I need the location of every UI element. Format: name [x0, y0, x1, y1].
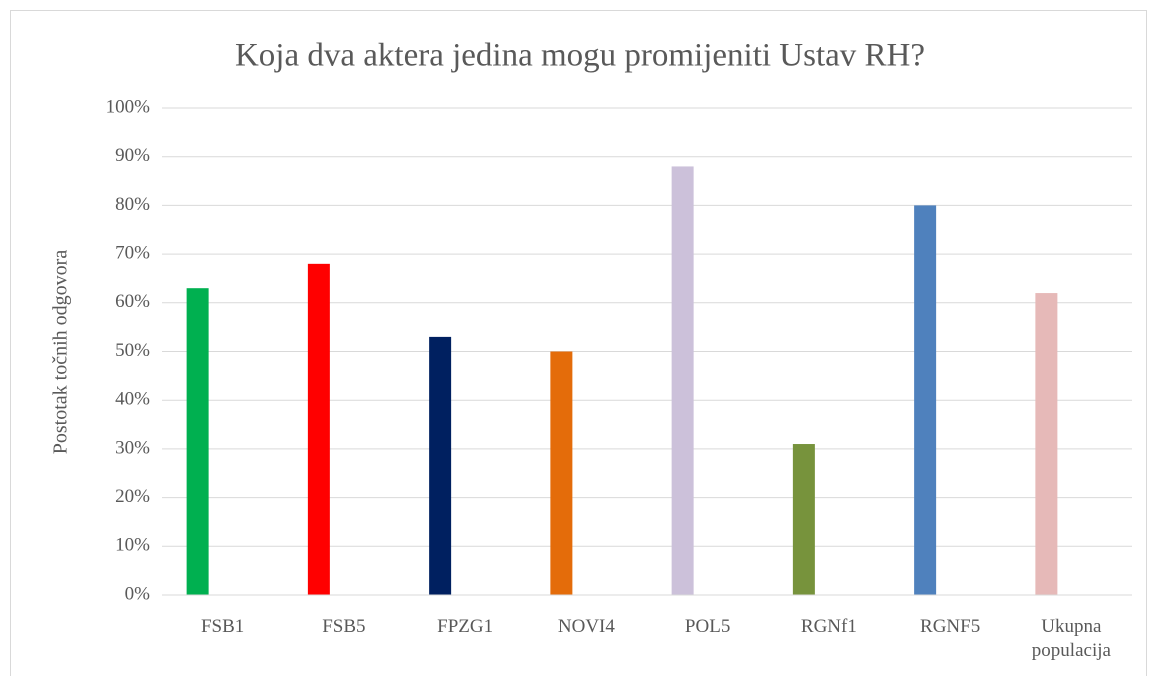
y-axis-label: Postotak točnih odgovora	[50, 250, 72, 455]
x-tick-label: Ukupna populacija	[1031, 616, 1111, 661]
y-tick-label: 100%	[106, 96, 151, 117]
chart-border	[10, 10, 1147, 676]
y-tick-label: 20%	[115, 486, 150, 507]
x-tick-label: FSB5	[322, 616, 366, 637]
y-tick-label: 60%	[115, 291, 150, 312]
y-tick-label: 80%	[115, 194, 150, 215]
x-tick-label: RGNf1	[800, 616, 857, 637]
y-tick-label: 90%	[115, 145, 150, 166]
bar	[914, 205, 937, 595]
y-tick-label: 40%	[115, 389, 150, 410]
x-tick-label: NOVI4	[557, 616, 615, 637]
y-tick-label: 30%	[115, 437, 150, 458]
y-tick-label: 10%	[115, 535, 150, 556]
bar	[429, 336, 452, 595]
y-tick-label: 0%	[125, 583, 151, 604]
bar	[550, 351, 573, 595]
x-tick-label: RGNF5	[920, 616, 981, 637]
bar	[792, 444, 815, 595]
x-tick-label: FSB1	[200, 616, 245, 637]
bar	[671, 166, 694, 595]
y-tick-label: 70%	[115, 242, 150, 263]
x-tick-label: POL5	[684, 616, 731, 637]
bar	[1035, 293, 1058, 595]
x-tick-label: FPZG1	[437, 616, 494, 637]
bar	[186, 288, 209, 595]
y-tick-label: 50%	[115, 340, 150, 361]
chart-title: Koja dva aktera jedina mogu promijeniti …	[235, 38, 925, 74]
bar	[307, 263, 330, 595]
